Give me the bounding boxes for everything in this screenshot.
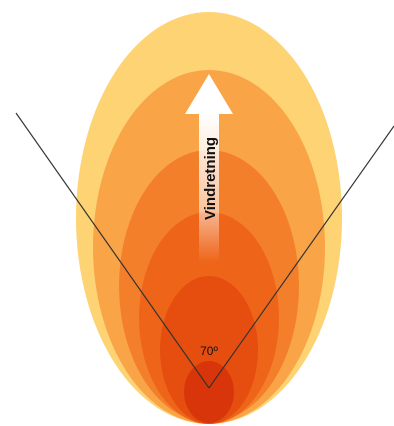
wind-arrow-shaft — [199, 112, 219, 262]
angle-label: 70º — [200, 344, 218, 358]
angle-line-left — [15, 112, 210, 389]
angle-line-right — [208, 125, 394, 389]
wind-direction-label: Vindretning — [202, 137, 219, 220]
wind-arrow-head — [185, 74, 233, 114]
wind-direction-arrow-icon — [185, 74, 233, 262]
dispersion-zone-6 — [184, 361, 234, 423]
